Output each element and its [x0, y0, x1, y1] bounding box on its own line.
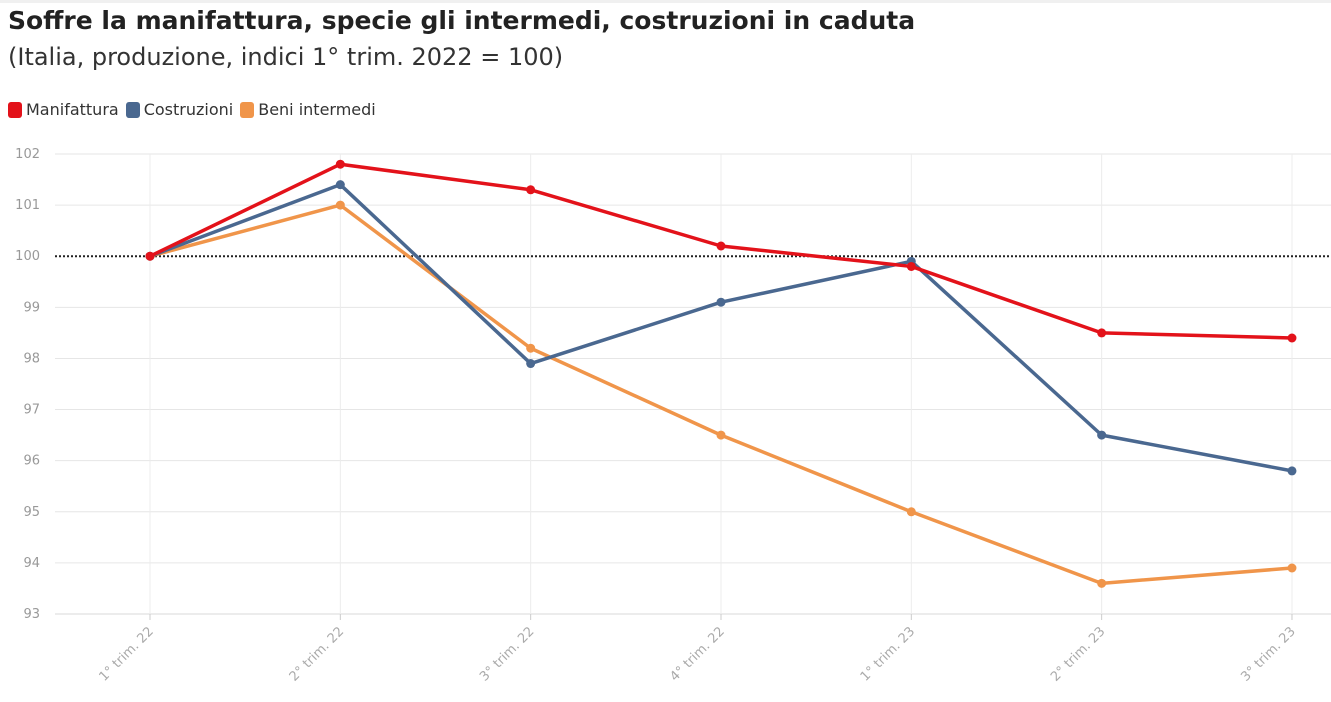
legend-item[interactable]: Manifattura [8, 100, 119, 119]
data-point [145, 251, 155, 261]
x-tick-label: 1° trim. 22 [96, 624, 156, 684]
y-tick-label: 97 [23, 403, 40, 418]
series-lines [145, 159, 1297, 588]
data-point [1097, 430, 1107, 440]
x-tick-label: 2° trim. 23 [1048, 624, 1108, 684]
x-tick-label: 2° trim. 22 [287, 624, 347, 684]
grid-lines [55, 153, 1331, 615]
legend-label: Costruzioni [143, 100, 234, 119]
data-point [526, 185, 536, 195]
data-point [335, 200, 345, 210]
x-tick-label: 1° trim. 23 [858, 624, 918, 684]
data-point [526, 343, 536, 353]
y-tick-label: 93 [23, 607, 40, 622]
chart-title: Soffre la manifattura, specie gli interm… [8, 6, 916, 35]
data-point [1287, 563, 1297, 573]
chart-subtitle: (Italia, produzione, indici 1° trim. 202… [8, 43, 564, 71]
y-tick-label: 101 [15, 198, 40, 213]
data-point [716, 297, 726, 307]
data-point [906, 507, 916, 517]
y-tick-label: 96 [23, 454, 40, 469]
data-point [335, 180, 345, 190]
legend-item[interactable]: Beni intermedi [240, 100, 376, 119]
data-point [906, 261, 916, 271]
y-tick-label: 98 [23, 351, 40, 366]
data-point [526, 359, 536, 369]
y-tick-label: 100 [15, 249, 40, 264]
legend-swatch [240, 101, 255, 118]
legend-swatch [8, 101, 22, 118]
series-manifattura [145, 159, 1297, 343]
top-border [0, 0, 1331, 3]
data-point [1287, 333, 1297, 343]
legend-label: Manifattura [26, 100, 119, 119]
series-costruzioni [145, 180, 1297, 476]
legend-swatch [125, 101, 140, 118]
data-point [1097, 328, 1107, 338]
y-tick-label: 99 [23, 300, 40, 315]
legend-item[interactable]: Costruzioni [125, 100, 234, 119]
data-point [716, 430, 726, 440]
y-tick-label: 102 [15, 147, 40, 162]
y-tick-label: 95 [23, 505, 40, 520]
x-tick-label: 3° trim. 23 [1238, 624, 1298, 684]
data-point [335, 159, 345, 169]
data-point [1287, 466, 1297, 476]
y-tick-label: 94 [23, 556, 40, 571]
x-tick-label: 3° trim. 22 [477, 624, 537, 684]
y-axis-ticks: 93 94 95 96 97 98 99 100 101 102 [15, 147, 40, 622]
x-axis-ticks: 1° trim. 22 2° trim. 22 3° trim. 22 4° trim… [96, 614, 1299, 685]
legend-label: Beni intermedi [258, 100, 376, 119]
data-point [716, 241, 726, 251]
data-point [1097, 578, 1107, 588]
chart-legend: Manifattura Costruzioni Beni intermedi [8, 100, 383, 119]
x-tick-label: 4° trim. 22 [667, 624, 727, 684]
